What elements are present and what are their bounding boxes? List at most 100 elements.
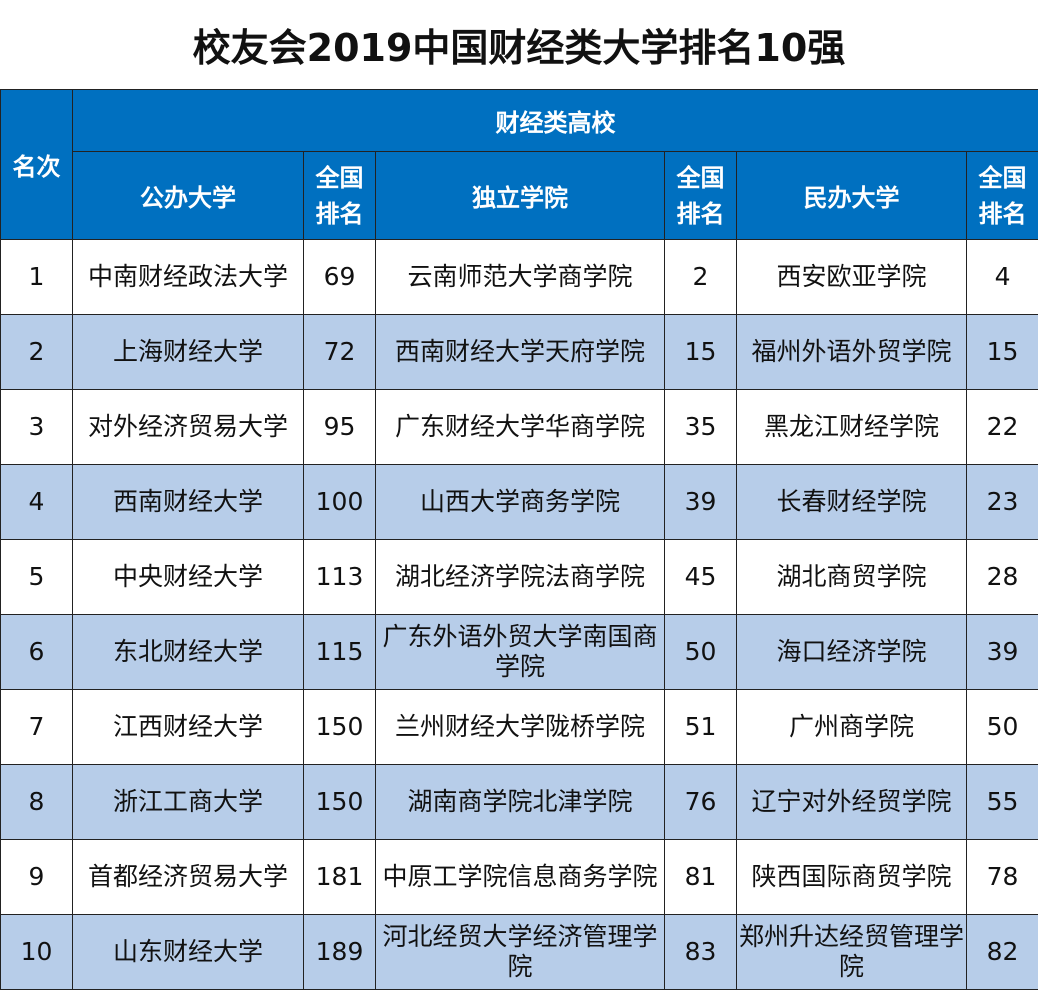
private-national-rank-cell-text: 15 xyxy=(986,337,1019,366)
independent-national-rank-cell-text: 2 xyxy=(692,262,709,291)
public-national-rank-cell: 95 xyxy=(303,389,376,465)
table-row: 5 中央财经大学 113 湖北经济学院法商学院 45 湖北商贸学院 28 xyxy=(0,539,1038,615)
public-univ-cell-text: 中央财经大学 xyxy=(112,562,263,591)
rank-cell: 5 xyxy=(0,539,73,615)
independent-college-cell: 西南财经大学天府学院 xyxy=(375,314,665,390)
public-national-rank-cell: 150 xyxy=(303,764,376,840)
public-national-rank-cell-text: 113 xyxy=(315,562,364,591)
private-univ-cell: 海口经济学院 xyxy=(736,614,967,690)
independent-national-rank-cell: 83 xyxy=(664,914,737,990)
independent-college-cell: 河北经贸大学经济管理学院 xyxy=(375,914,665,990)
public-univ-cell-text: 江西财经大学 xyxy=(112,712,263,741)
public-national-rank-cell-text: 69 xyxy=(323,262,356,291)
public-univ-cell-text: 西南财经大学 xyxy=(112,487,263,516)
rank-cell-text: 4 xyxy=(28,487,45,516)
public-univ-cell: 中央财经大学 xyxy=(72,539,304,615)
rank-cell-text: 9 xyxy=(28,862,45,891)
header-national-rank: 全国 排名 xyxy=(664,151,737,240)
private-national-rank-cell-text: 39 xyxy=(986,637,1019,666)
private-univ-cell-text: 广州商学院 xyxy=(788,712,914,741)
private-national-rank-cell-text: 28 xyxy=(986,562,1019,591)
independent-national-rank-cell: 76 xyxy=(664,764,737,840)
table-row: 7 江西财经大学 150 兰州财经大学陇桥学院 51 广州商学院 50 xyxy=(0,689,1038,765)
private-national-rank-cell: 4 xyxy=(965,239,1038,315)
independent-national-rank-cell-text: 35 xyxy=(684,412,717,441)
private-univ-cell-text: 福州外语外贸学院 xyxy=(751,337,952,366)
independent-college-cell: 云南师范大学商学院 xyxy=(375,239,665,315)
private-national-rank-cell: 50 xyxy=(965,689,1038,765)
public-univ-cell: 江西财经大学 xyxy=(72,689,304,765)
private-univ-cell: 郑州升达经贸管理学院 xyxy=(736,914,967,990)
rank-cell: 2 xyxy=(0,314,73,390)
public-univ-cell-text: 对外经济贸易大学 xyxy=(87,412,288,441)
independent-college-cell-text: 湖南商学院北津学院 xyxy=(407,787,633,816)
private-national-rank-cell-text: 4 xyxy=(994,262,1011,291)
independent-national-rank-cell: 2 xyxy=(664,239,737,315)
public-univ-cell: 中南财经政法大学 xyxy=(72,239,304,315)
rank-cell: 3 xyxy=(0,389,73,465)
rank-cell: 8 xyxy=(0,764,73,840)
independent-college-cell-text: 中原工学院信息商务学院 xyxy=(382,862,658,891)
header-independent-college: 独立学院 xyxy=(375,151,665,240)
ranking-table: 名次 财经类高校 公办大学 全国 排名 独立学院 全国 排名 民办大学 全国 排… xyxy=(0,89,1038,990)
private-national-rank-cell-text: 50 xyxy=(986,712,1019,741)
private-univ-cell: 西安欧亚学院 xyxy=(736,239,967,315)
independent-national-rank-cell: 45 xyxy=(664,539,737,615)
independent-college-cell-text: 云南师范大学商学院 xyxy=(407,262,633,291)
private-national-rank-cell-text: 55 xyxy=(986,787,1019,816)
private-univ-cell-text: 西安欧亚学院 xyxy=(776,262,927,291)
private-national-rank-cell-text: 78 xyxy=(986,862,1019,891)
private-univ-cell: 湖北商贸学院 xyxy=(736,539,967,615)
rank-cell-text: 8 xyxy=(28,787,45,816)
public-national-rank-cell: 100 xyxy=(303,464,376,540)
private-national-rank-cell: 22 xyxy=(965,389,1038,465)
independent-college-cell: 湖北经济学院法商学院 xyxy=(375,539,665,615)
public-univ-cell-text: 中南财经政法大学 xyxy=(87,262,288,291)
public-national-rank-cell-text: 189 xyxy=(315,937,364,966)
public-national-rank-cell-text: 181 xyxy=(315,862,364,891)
rank-cell-text: 3 xyxy=(28,412,45,441)
public-univ-cell: 对外经济贸易大学 xyxy=(72,389,304,465)
independent-college-cell: 湖南商学院北津学院 xyxy=(375,764,665,840)
independent-national-rank-cell: 81 xyxy=(664,839,737,915)
private-univ-cell: 广州商学院 xyxy=(736,689,967,765)
private-univ-cell: 辽宁对外经贸学院 xyxy=(736,764,967,840)
public-national-rank-cell-text: 72 xyxy=(323,337,356,366)
public-national-rank-cell-text: 150 xyxy=(315,712,364,741)
rank-cell: 6 xyxy=(0,614,73,690)
public-national-rank-cell: 150 xyxy=(303,689,376,765)
independent-national-rank-cell-text: 51 xyxy=(684,712,717,741)
rank-cell-text: 7 xyxy=(28,712,45,741)
public-national-rank-cell-text: 115 xyxy=(315,637,364,666)
public-univ-cell: 浙江工商大学 xyxy=(72,764,304,840)
independent-college-cell: 广东外语外贸大学南国商学院 xyxy=(375,614,665,690)
rank-cell: 4 xyxy=(0,464,73,540)
table-row: 8 浙江工商大学 150 湖南商学院北津学院 76 辽宁对外经贸学院 55 xyxy=(0,764,1038,840)
independent-national-rank-cell-text: 76 xyxy=(684,787,717,816)
table-row: 6 东北财经大学 115 广东外语外贸大学南国商学院 50 海口经济学院 39 xyxy=(0,614,1038,690)
public-national-rank-cell: 69 xyxy=(303,239,376,315)
public-national-rank-cell: 72 xyxy=(303,314,376,390)
independent-college-cell-text: 广东外语外贸大学南国商学院 xyxy=(382,622,658,681)
private-univ-cell-text: 长春财经学院 xyxy=(776,487,927,516)
header-public-univ: 公办大学 xyxy=(72,151,304,240)
private-national-rank-cell: 28 xyxy=(965,539,1038,615)
header-private-univ: 民办大学 xyxy=(736,151,967,240)
public-national-rank-cell: 181 xyxy=(303,839,376,915)
header-rank: 名次 xyxy=(0,89,73,240)
independent-national-rank-cell: 51 xyxy=(664,689,737,765)
private-univ-cell: 福州外语外贸学院 xyxy=(736,314,967,390)
public-univ-cell: 山东财经大学 xyxy=(72,914,304,990)
independent-college-cell-text: 湖北经济学院法商学院 xyxy=(394,562,645,591)
public-univ-cell: 首都经济贸易大学 xyxy=(72,839,304,915)
public-national-rank-cell: 189 xyxy=(303,914,376,990)
private-univ-cell-text: 陕西国际商贸学院 xyxy=(751,862,952,891)
rank-cell-text: 5 xyxy=(28,562,45,591)
rank-cell-text: 10 xyxy=(20,937,53,966)
private-univ-cell: 陕西国际商贸学院 xyxy=(736,839,967,915)
page-title: 校友会2019中国财经类大学排名10强 xyxy=(192,26,846,70)
private-national-rank-cell-text: 22 xyxy=(986,412,1019,441)
public-national-rank-cell-text: 150 xyxy=(315,787,364,816)
rank-cell: 1 xyxy=(0,239,73,315)
independent-national-rank-cell-text: 81 xyxy=(684,862,717,891)
